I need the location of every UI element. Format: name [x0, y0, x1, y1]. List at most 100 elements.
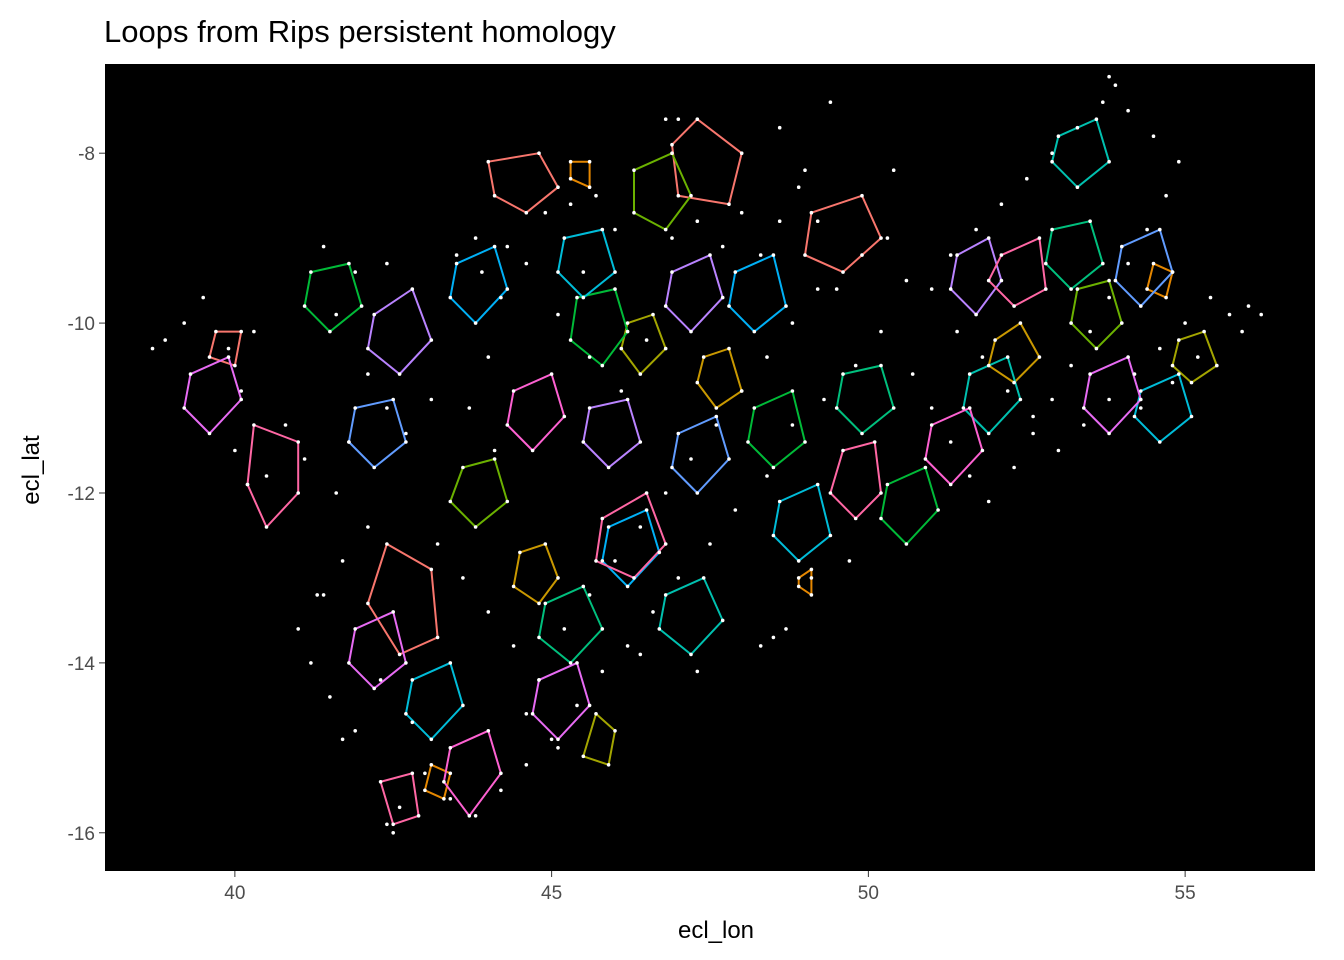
point-96	[815, 287, 820, 291]
point-153	[638, 652, 643, 657]
point-157	[340, 737, 345, 742]
loop-10-0	[347, 398, 408, 469]
point-46	[860, 253, 864, 257]
loop-vertex-14-0-2	[296, 491, 301, 495]
loop-vertex-12-1-0	[353, 627, 358, 631]
loop-vertex-12-3-1	[1126, 355, 1130, 359]
point-78	[334, 491, 339, 495]
loop-vertex-8-1-3	[796, 559, 801, 563]
y-tick-label--16: -16	[68, 824, 95, 845]
loop-vertex-14-4-1	[410, 771, 415, 776]
plot-panel	[105, 64, 1315, 871]
loop-vertex-7-0-0	[663, 593, 668, 597]
loop-vertex-2-0-3	[537, 601, 541, 606]
loop-vertex-7-1-2	[1018, 397, 1023, 402]
point-112	[1151, 134, 1156, 138]
point-23	[499, 295, 503, 300]
loop-vertex-10-1-3	[695, 491, 700, 495]
point-106	[1088, 329, 1092, 334]
loop-vertex-5-3-2	[359, 304, 364, 308]
loop-vertex-12-0-1	[226, 355, 231, 359]
loop-vertex-3-2-3	[1189, 380, 1194, 385]
loop-vertex-13-2-2	[980, 448, 985, 453]
point-89	[638, 525, 643, 529]
loop-vertex-13-1-3	[530, 448, 535, 453]
loop-vertex-3-1-3	[638, 372, 643, 376]
x-tick-label-40: 40	[224, 883, 245, 904]
point-111	[1177, 159, 1181, 164]
loop-9-1	[727, 253, 788, 333]
y-axis: -8 -10 -12 -14 -16	[68, 144, 105, 845]
point-67	[397, 805, 402, 810]
loop-vertex-13-0-4	[442, 780, 446, 784]
loop-10-2	[1114, 228, 1174, 308]
loop-vertex-6-1-4	[834, 406, 839, 410]
loop-12-0	[183, 355, 243, 435]
loop-vertex-6-2-1	[1088, 219, 1092, 223]
loop-vertex-5-3-1	[347, 261, 351, 266]
point-8	[264, 474, 269, 478]
loop-8-0	[556, 228, 617, 299]
loop-vertex-10-1-1	[714, 414, 719, 419]
point-122	[955, 329, 959, 334]
loop-vertex-9-1-3	[752, 329, 757, 334]
loop-11-2	[949, 236, 1003, 317]
loop-vertex-4-2-0	[1075, 287, 1080, 291]
loop-vertex-6-0-4	[537, 635, 541, 640]
loop-vertex-13-1-4	[505, 423, 510, 427]
loop-vertex-2-2-3	[1012, 380, 1016, 385]
point-36	[670, 236, 674, 240]
x-axis: 40 45 50 55	[224, 871, 1196, 904]
point-49	[879, 329, 883, 334]
loop-vertex-12-1-4	[347, 661, 351, 665]
loop-vertex-12-2-3	[556, 737, 560, 742]
loop-vertex-9-0-1	[492, 244, 497, 249]
loop-vertex-4-1-3	[473, 525, 478, 529]
point-64	[473, 814, 478, 818]
loop-vertex-13-0-3	[467, 814, 472, 818]
loop-vertex-2-1-3	[714, 406, 719, 410]
loop-vertex-4-0-0	[632, 168, 636, 172]
loop-vertex-11-1-0	[670, 270, 674, 274]
loop-vertex-0-3-3	[397, 652, 402, 657]
loop-7-2	[1050, 117, 1111, 189]
loop-vertex-1-2-1	[448, 771, 453, 776]
loop-vertex-2-1-0	[701, 355, 706, 359]
loop-vertex-2-1-4	[695, 380, 700, 385]
loop-8-3	[1133, 372, 1193, 444]
point-15	[347, 440, 351, 444]
loop-0-3	[366, 542, 439, 656]
loop-vertex-12-3-0	[1088, 372, 1092, 376]
loop-vertex-6-2-2	[1101, 261, 1105, 266]
loop-vertex-7-1-1	[1005, 355, 1010, 359]
point-40	[758, 253, 763, 257]
loop-5-0	[569, 287, 629, 368]
loop-vertex-0-3-4	[366, 601, 370, 606]
loop-vertex-5-1-1	[790, 389, 795, 393]
loop-vertex-7-0-1	[701, 576, 706, 580]
loop-vertex-5-3-3	[328, 329, 332, 334]
loop-0-2	[670, 117, 743, 206]
loop-12-3	[1082, 355, 1142, 435]
loop-vertex-8-3-0	[1139, 389, 1143, 393]
loop-2-2	[987, 321, 1041, 384]
point-100	[967, 474, 972, 478]
point-131	[1183, 321, 1187, 325]
loop-vertex-5-0-0	[575, 295, 579, 300]
point-134	[1246, 304, 1251, 308]
point-154	[524, 712, 529, 716]
loop-vertex-2-0-2	[556, 576, 560, 580]
loop-vertex-3-0-0	[594, 712, 598, 716]
point-113	[1126, 108, 1130, 113]
point-102	[1012, 465, 1016, 470]
point-141	[1107, 74, 1111, 79]
loop-vertex-13-0-1	[486, 729, 491, 733]
loop-6-0	[537, 585, 604, 665]
loop-5-1	[746, 389, 807, 469]
loop-vertex-1-2-0	[429, 763, 434, 767]
point-19	[473, 236, 478, 240]
loop-vertex-10-1-2	[727, 457, 731, 461]
loop-vertex-8-3-3	[1158, 440, 1162, 444]
point-22	[524, 261, 529, 266]
loop-vertex-5-1-0	[752, 406, 757, 410]
